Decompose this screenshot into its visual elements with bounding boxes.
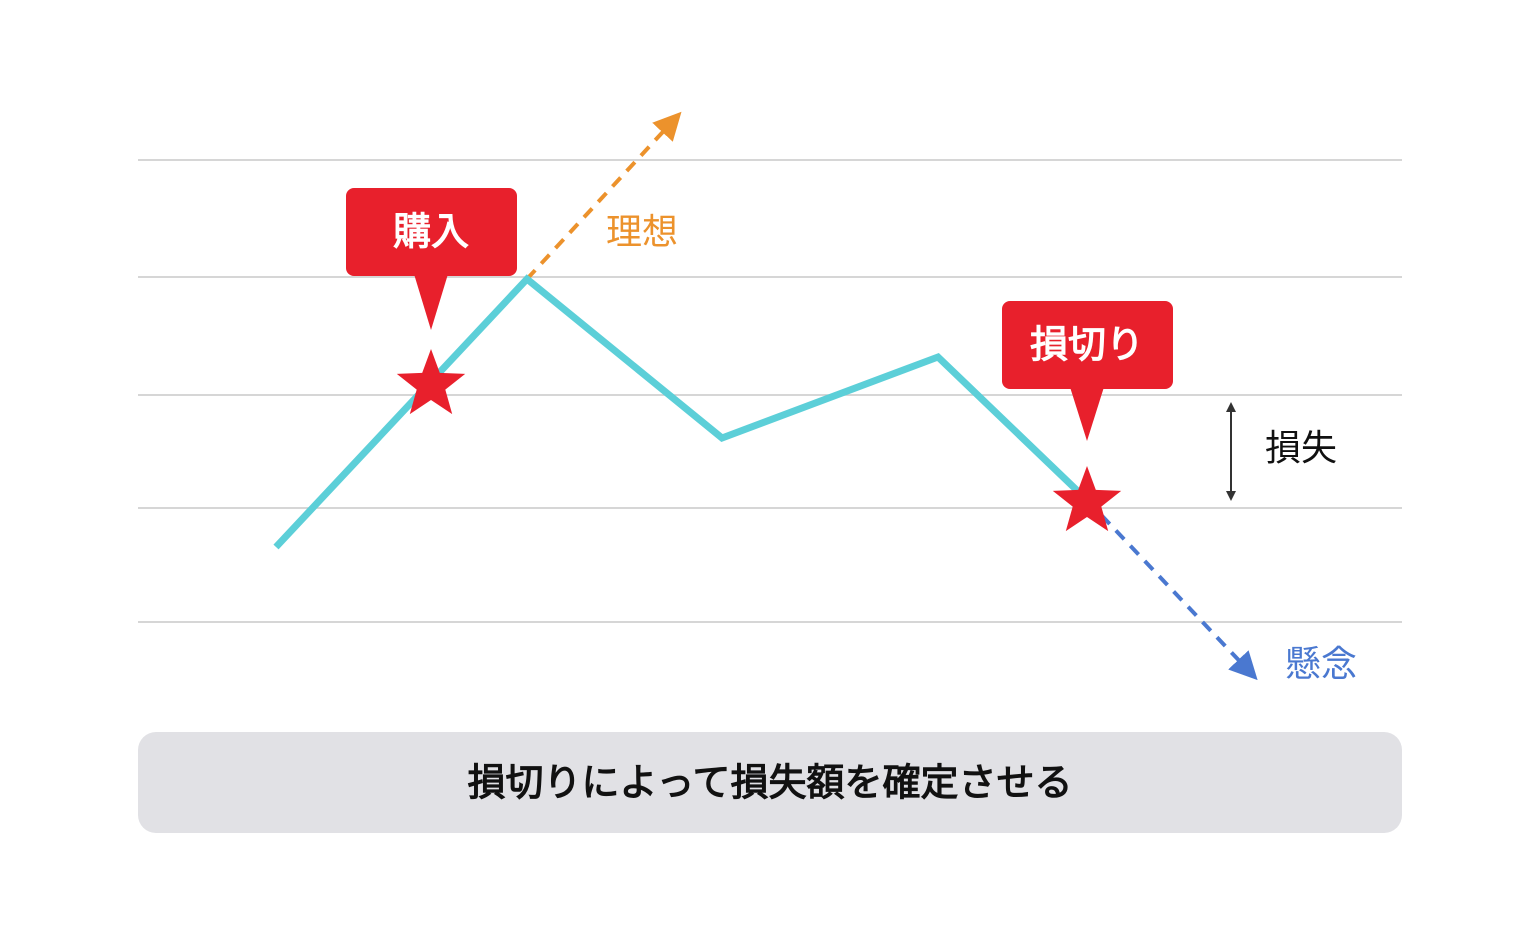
buy-star xyxy=(396,349,466,415)
concern-arrow xyxy=(1085,498,1258,681)
callout-pointer xyxy=(414,274,448,330)
buy-callout: 購入 xyxy=(346,188,517,330)
callout-box xyxy=(1002,301,1173,389)
price-line xyxy=(273,274,1090,550)
callout-pointer xyxy=(1070,387,1104,441)
callout-box xyxy=(346,188,517,276)
ideal-arrow xyxy=(525,111,682,281)
concern-label: 懸念 xyxy=(1285,644,1357,685)
callout-text: 購入 xyxy=(393,210,469,254)
caption: 損切りによって損失額を確定させる xyxy=(468,761,1073,805)
stop-star xyxy=(1052,466,1122,532)
loss-label: 損失 xyxy=(1265,428,1337,469)
caption-box xyxy=(138,732,1402,833)
stop-callout: 損切り xyxy=(1002,301,1173,441)
ideal-label: 理想 xyxy=(606,212,678,253)
guide-lines xyxy=(138,159,1402,623)
callout-text: 損切り xyxy=(1030,323,1144,367)
